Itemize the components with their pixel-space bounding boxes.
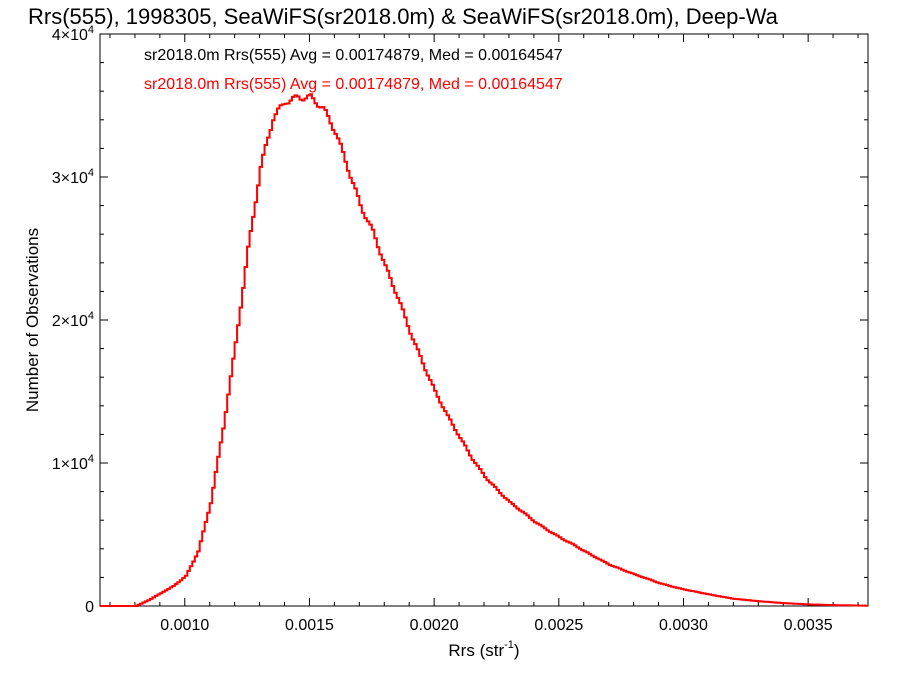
x-tick-label: 0.0020 [410, 617, 459, 634]
y-axis-label: Number of Observations [23, 228, 42, 412]
y-tick-label: 0 [85, 599, 94, 616]
x-tick-label: 0.0015 [285, 617, 334, 634]
x-axis-ticks: 0.0010 0.0015 0.0020 0.0025 0.0030 0.0035 [109, 34, 859, 634]
y-tick-label: 4×104 [52, 24, 94, 44]
y-tick-label: 1×104 [52, 453, 94, 473]
y-tick-label: 3×104 [52, 167, 94, 187]
x-axis-label: Rrs (str-1) [448, 639, 519, 660]
legend-entry-red: sr2018.0m Rrs(555) Avg = 0.00174879, Med… [144, 76, 563, 93]
plot-frame [99, 33, 869, 607]
legend-entry-black: sr2018.0m Rrs(555) Avg = 0.00174879, Med… [144, 47, 563, 64]
series-line-black [100, 93, 868, 607]
x-tick-label: 0.0030 [659, 617, 708, 634]
x-tick-label: 0.0025 [534, 617, 583, 634]
x-tick-label: 0.0035 [784, 617, 833, 634]
x-tick-label: 0.0010 [160, 617, 209, 634]
y-tick-label: 2×104 [52, 310, 94, 330]
chart-title: Rrs(555), 1998305, SeaWiFS(sr2018.0m) & … [28, 4, 779, 29]
series-line-red [100, 93, 868, 607]
y-axis-ticks: 0 1×104 2×104 3×104 4×104 [52, 24, 868, 616]
series-layer [100, 93, 868, 607]
